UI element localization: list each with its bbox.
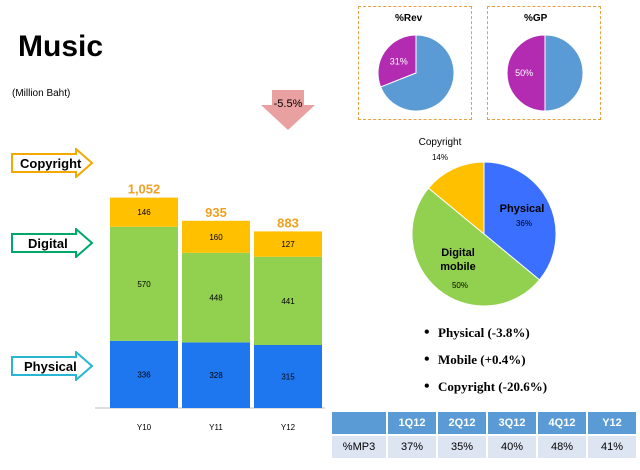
bar-value-label: 315 — [281, 373, 295, 382]
category-tick-label: Y10 — [137, 423, 152, 432]
table-cell: 41% — [586, 434, 638, 460]
pie-slice-other — [380, 34, 455, 112]
bar-segment-physical — [110, 340, 178, 408]
pie-slice-label: 50% — [515, 68, 533, 78]
growth-bullets: • Physical (-3.8%) • Mobile (+0.4%) • Copyr… — [424, 319, 547, 400]
physical-label: Physical — [24, 358, 77, 374]
bar-segment-copyright — [254, 231, 322, 257]
gp-pie-box: %GP 50% — [487, 6, 601, 120]
table-header-row: 1Q12 2Q12 3Q12 4Q12 Y12 — [330, 410, 638, 436]
rev-pie-box: %Rev 31% — [358, 6, 472, 120]
arrow-icon — [11, 351, 94, 381]
pie-slice-other — [544, 34, 584, 112]
table-header-cell: 1Q12 — [386, 410, 438, 436]
gp-pie-title: %GP — [524, 13, 548, 24]
pie-slice-music — [377, 34, 417, 88]
table-cell: 35% — [436, 434, 488, 460]
bar-value-label: 336 — [137, 370, 151, 379]
table-row-label: %MP3 — [330, 434, 388, 460]
bar-segment-physical — [254, 345, 322, 408]
slice-name-label: Digital — [441, 247, 475, 259]
bar-segment-copyright — [110, 197, 178, 227]
bar-value-label: 570 — [137, 280, 151, 289]
table-row: %MP3 37% 35% 40% 48% 41% — [330, 434, 638, 460]
copyright-arrow-label: Copyright — [10, 148, 94, 178]
bar-value-label: 160 — [209, 233, 223, 242]
table-cell: 48% — [536, 434, 588, 460]
table-header-cell — [330, 410, 388, 436]
stacked-bar-chart: 336 570 146 1,052 Y10 328 448 160 935 Y11 315 441 12… — [95, 90, 325, 432]
table-header-cell: Y12 — [586, 410, 638, 436]
bar-value-label: 448 — [209, 294, 223, 303]
change-annotation: -5.5% — [274, 98, 303, 110]
bar-total-label: 935 — [205, 205, 227, 220]
page-title: Music — [18, 30, 104, 63]
slice-name-label: Physical — [500, 203, 545, 215]
table-header-cell: 2Q12 — [436, 410, 488, 436]
slice-pct-label: 36% — [516, 219, 532, 228]
category-tick-label: Y12 — [281, 423, 296, 432]
mp3-table: 1Q12 2Q12 3Q12 4Q12 Y12 %MP3 37% 35% 40%… — [330, 410, 638, 460]
bar-segment-digital — [254, 256, 322, 345]
bullet-item: • Mobile (+0.4%) — [424, 350, 526, 368]
pie-slice-copyright — [427, 161, 485, 236]
physical-arrow-label: Physical — [10, 351, 94, 381]
table-cell: 40% — [486, 434, 538, 460]
bar-segment-copyright — [182, 220, 250, 253]
bar-total-label: 1,052 — [128, 182, 161, 197]
table-header-cell: 4Q12 — [536, 410, 588, 436]
slice-name-label: Copyright — [419, 137, 462, 148]
down-arrow-icon — [261, 90, 315, 130]
bullet-item: • Physical (-3.8%) — [424, 323, 530, 341]
digital-label: Digital — [28, 235, 68, 251]
bullet-item: • Copyright (-20.6%) — [424, 377, 548, 395]
category-tick-label: Y11 — [209, 423, 223, 432]
bar-value-label: 127 — [281, 240, 295, 249]
bar-segment-digital — [110, 226, 178, 341]
bar-value-label: 146 — [137, 208, 151, 217]
digital-arrow-label: Digital — [10, 228, 94, 258]
slice-pct-label: 14% — [432, 153, 448, 162]
segment-pie-chart: Physical 36% Digital mobile 50% Copyright 14% — [411, 137, 557, 307]
copyright-label: Copyright — [20, 155, 82, 171]
rev-pie-chart: 31% — [377, 34, 455, 112]
slice-pct-label: 50% — [452, 281, 468, 290]
bar-total-label: 883 — [277, 215, 299, 230]
table-header-cell: 3Q12 — [486, 410, 538, 436]
arrow-icon — [11, 228, 94, 258]
pie-slice-music — [506, 34, 546, 112]
rev-pie-title: %Rev — [395, 13, 423, 24]
unit-label: (Million Baht) — [12, 88, 71, 99]
bar-segment-physical — [182, 342, 250, 408]
pie-slice-digital-mobile — [411, 187, 541, 307]
slice-name-label: mobile — [440, 261, 475, 273]
pie-slice-label: 31% — [390, 56, 408, 66]
arrow-icon — [11, 148, 94, 178]
bar-segment-digital — [182, 252, 250, 343]
bar-value-label: 441 — [281, 297, 295, 306]
gp-pie-chart: 50% — [506, 34, 584, 112]
table-cell: 37% — [386, 434, 438, 460]
pie-slice-physical — [483, 161, 557, 281]
bar-value-label: 328 — [209, 371, 223, 380]
